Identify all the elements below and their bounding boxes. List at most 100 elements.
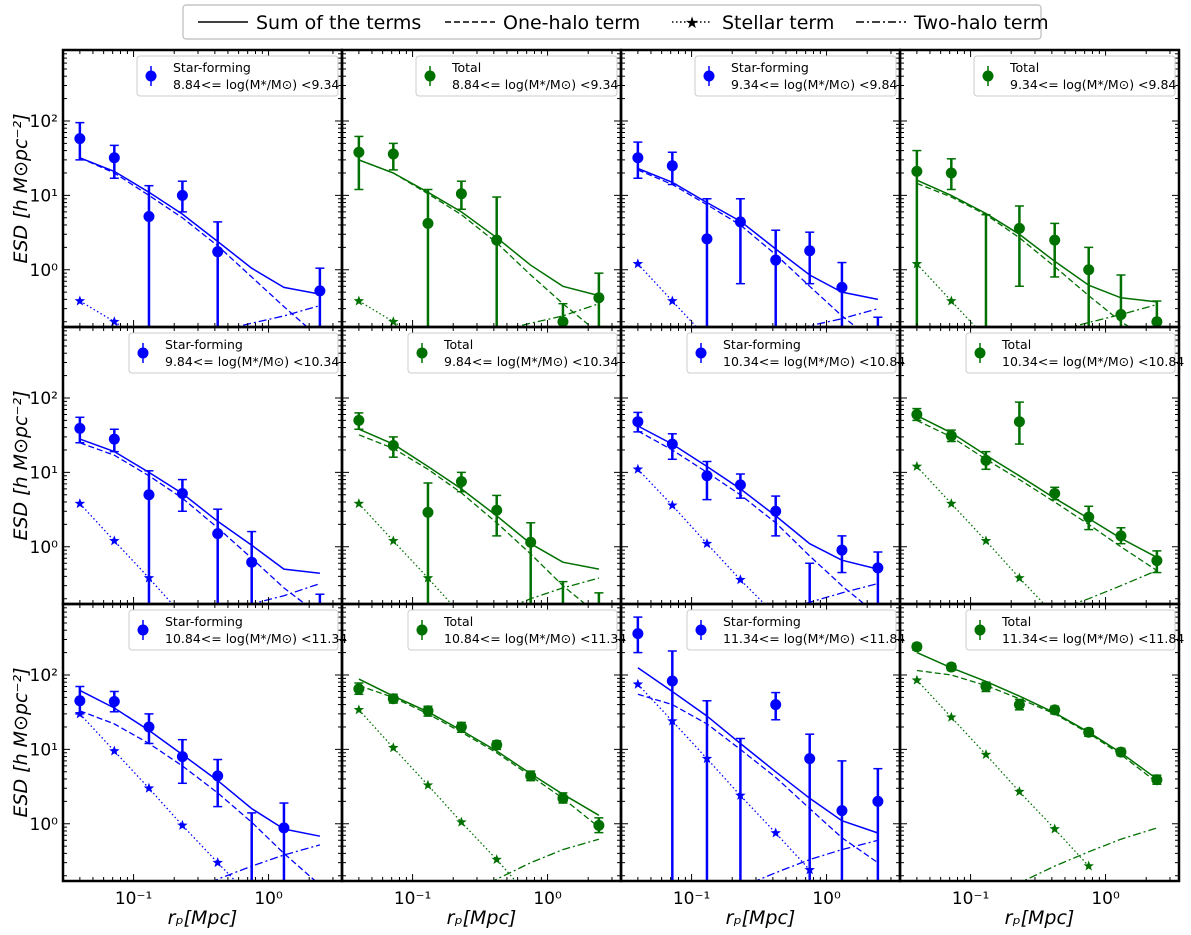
stellar-star-marker	[667, 499, 678, 510]
panel-sample-label: Star-forming	[173, 60, 251, 75]
one-halo-curve	[358, 684, 600, 828]
panel-2-1: Star-forming 9.84<= log(M*/M⊙) <10.34	[61, 325, 344, 606]
data-point	[1083, 726, 1095, 738]
data-point	[212, 528, 224, 540]
stellar-star-marker	[491, 854, 502, 865]
sum-curve	[79, 689, 321, 837]
panel-mass-range: 11.34<= log(M*/M⊙) <11.84	[723, 631, 905, 646]
one-halo-curve	[358, 434, 587, 604]
panel-legend: Star-forming 10.84<= log(M*/M⊙) <11.34	[128, 609, 347, 651]
sum-curve	[916, 651, 1158, 780]
data-point	[387, 148, 399, 160]
stellar-curve	[358, 503, 453, 604]
data-point	[666, 160, 678, 172]
stellar-star-marker	[109, 745, 120, 756]
stellar-star-marker	[1014, 786, 1025, 797]
data-point	[212, 770, 224, 782]
data-point	[108, 433, 120, 445]
data-point	[593, 819, 605, 831]
stellar-star-marker	[422, 779, 434, 790]
stellar-star-marker	[143, 782, 155, 793]
data-point	[735, 887, 746, 898]
data-point	[455, 721, 467, 733]
data-point	[422, 705, 434, 717]
x-tick-label: 10⁰	[254, 889, 283, 909]
plot-area	[911, 401, 1163, 604]
panel-1-2: Total 8.84<= log(M*/M⊙) <9.34	[340, 48, 623, 329]
data-point	[911, 165, 923, 177]
stellar-star-marker	[911, 674, 923, 685]
stellar-star-marker	[177, 819, 188, 830]
stellar-star-marker	[632, 258, 644, 269]
y-tick-label: 10²	[30, 112, 58, 132]
data-point	[770, 699, 782, 711]
panel-sample-label: Star-forming	[165, 614, 243, 629]
panel-legend: Total 8.84<= log(M*/M⊙) <9.34	[415, 55, 618, 97]
two-halo-curve	[248, 582, 321, 604]
data-point	[353, 683, 365, 695]
data-point	[980, 454, 992, 466]
data-point	[836, 544, 848, 556]
data-point	[701, 470, 713, 482]
data-point	[491, 739, 503, 751]
data-point	[74, 422, 86, 434]
data-point	[1083, 264, 1095, 276]
x-axis-label: rₚ[Mpc]	[168, 907, 238, 929]
panel-3-4: Total 11.34<= log(M*/M⊙) <11.84	[898, 602, 1184, 883]
panel-mass-range: 10.34<= log(M*/M⊙) <10.84	[1002, 354, 1184, 369]
panel-sample-label: Star-forming	[165, 337, 243, 352]
data-point	[945, 167, 957, 179]
legend-label-two-halo: Two-halo term	[913, 12, 1049, 34]
data-point	[945, 661, 957, 673]
x-tick-label: 10⁰	[812, 889, 841, 909]
stellar-star-marker	[74, 498, 86, 509]
data-point	[980, 681, 992, 693]
panel-mass-range: 9.84<= log(M*/M⊙) <10.34	[444, 354, 618, 369]
panel-legend: Star-forming 10.34<= log(M*/M⊙) <10.84	[686, 332, 905, 374]
plot-area	[74, 121, 326, 327]
data-point	[945, 430, 957, 442]
stellar-star-marker	[946, 498, 957, 509]
one-halo-curve	[79, 442, 307, 604]
panel-legend-frame	[128, 609, 339, 651]
sum-curve	[358, 159, 600, 297]
data-point	[872, 562, 884, 574]
plot-area	[632, 411, 884, 604]
sum-curve	[637, 667, 879, 834]
panel-sample-label: Total	[1001, 614, 1031, 629]
panel-sample-label: Total	[443, 337, 473, 352]
y-tick-label: 10²	[30, 666, 58, 686]
data-point	[74, 695, 86, 707]
data-point	[1013, 222, 1025, 234]
data-point	[143, 210, 155, 222]
legend-label-sum: Sum of the terms	[256, 12, 421, 34]
y-tick-label: 10⁰	[30, 261, 59, 281]
sum-curve	[358, 678, 600, 816]
data-point	[770, 254, 782, 266]
stellar-star-marker	[980, 535, 992, 546]
stellar-star-marker	[388, 742, 399, 753]
panel-legend-frame	[136, 55, 339, 97]
data-point	[143, 489, 155, 501]
stellar-curve	[916, 466, 1045, 604]
panel-1-1: Star-forming 8.84<= log(M*/M⊙) <9.34	[61, 48, 344, 329]
two-halo-curve	[511, 303, 600, 327]
panel-legend: Star-forming 11.34<= log(M*/M⊙) <11.84	[686, 609, 905, 651]
panel-sample-label: Total	[1009, 60, 1039, 75]
one-halo-curve	[79, 157, 309, 327]
legend-label-one-halo: One-halo term	[503, 12, 640, 34]
data-point	[872, 795, 884, 807]
panel-mass-range: 10.84<= log(M*/M⊙) <11.34	[165, 631, 347, 646]
data-point	[666, 675, 678, 687]
data-point	[1083, 511, 1095, 523]
data-point	[593, 292, 605, 304]
panel-2-4: Total 10.34<= log(M*/M⊙) <10.84	[898, 325, 1184, 606]
panel-legend-frame	[407, 332, 618, 374]
y-tick-label: 10¹	[30, 186, 58, 206]
panel-3-2: Total 10.84<= log(M*/M⊙) <11.34	[340, 602, 626, 883]
data-point	[836, 281, 848, 293]
y-tick-label: 10²	[30, 389, 58, 409]
